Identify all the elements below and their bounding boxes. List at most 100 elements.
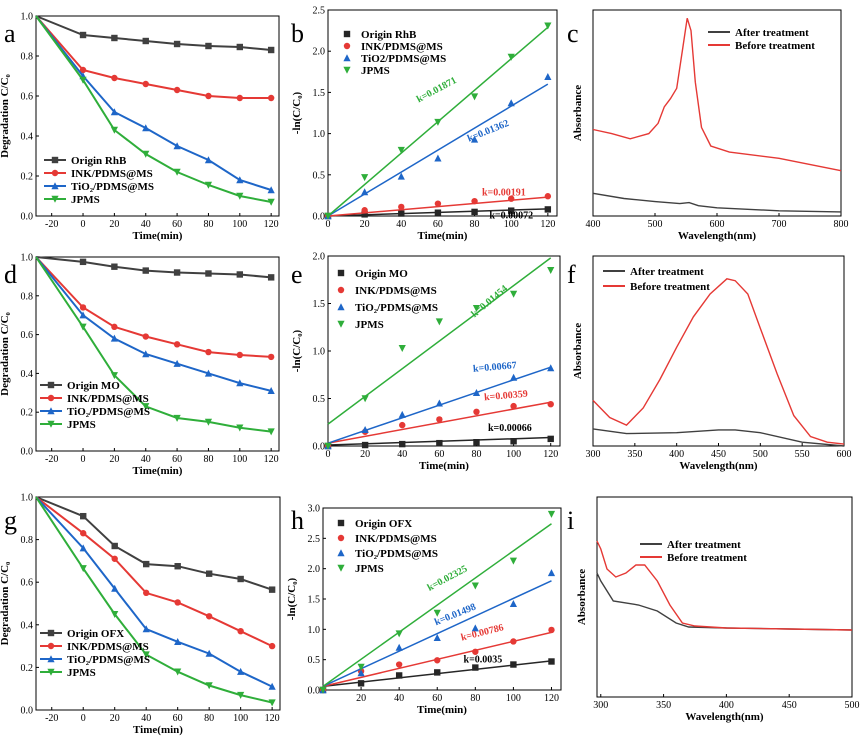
panel-f-xtick-label: 500 bbox=[753, 449, 768, 460]
panel-a-series-ink-pdms-ms-line bbox=[35, 15, 272, 99]
panel-h-legend-origin-ofx-marker bbox=[337, 519, 345, 527]
panel-e-letter: e bbox=[291, 260, 303, 289]
panel-e-legend-origin-mo-label: Origin MO bbox=[355, 268, 408, 280]
panel-g-legend-tio-pdms-ms-marker bbox=[47, 655, 55, 663]
panel-d-series-ink-pdms-ms-point bbox=[79, 304, 87, 311]
panel-f: 300 350 400 450 500 550 600 Wavelength(nm) Absor… bbox=[567, 255, 852, 472]
panel-b-series-jpms-point bbox=[324, 212, 332, 220]
panel-g-legend-origin-ofx-marker bbox=[47, 629, 55, 637]
panel-g-xtick-label: -20 bbox=[45, 713, 58, 724]
panel-d-legend-tio-pdms-ms-label: TiO₂/PDMS@MS bbox=[67, 406, 150, 418]
panel-a-legend-tio-pdms-ms-label: TiO₂/PDMS@MS bbox=[71, 181, 154, 193]
panel-a-series-jpms-point bbox=[267, 198, 275, 206]
panel-b-series-origin-rhb-point bbox=[398, 210, 405, 217]
panel-h-series-tio-pdms-ms-point bbox=[395, 643, 403, 651]
panel-g-series-tio-pdms-ms-point bbox=[268, 682, 276, 690]
panel-e-xlabel: Time(min) bbox=[419, 460, 469, 472]
panel-a-legend-origin-rhb-label: Origin RhB bbox=[71, 155, 127, 167]
panel-b-series-tio2-pdms-ms-point bbox=[397, 172, 405, 180]
panel-i-legend-after-treatment-label: After treatment bbox=[667, 539, 741, 551]
panel-i: 300 350 400 450 500 Wavelength(nm) Absorbance i… bbox=[567, 496, 860, 723]
panel-a-series-ink-pdms-ms-point bbox=[236, 94, 244, 102]
panel-e-k-label: k=0.00359 bbox=[484, 389, 529, 404]
panel-b-legend-tio2-pdms-ms-marker bbox=[343, 54, 351, 62]
panel-i-frame bbox=[596, 496, 853, 698]
panel-d-xtick-label: -20 bbox=[45, 454, 58, 465]
panel-a-series-origin-rhb-point bbox=[79, 31, 87, 39]
panel-e-legend-jpms-label: JPMS bbox=[355, 319, 384, 331]
panel-h-xtick-label: 20 bbox=[356, 693, 366, 704]
panel-h-xtick-label: 80 bbox=[470, 693, 480, 704]
panel-c-legend-after-treatment-label: After treatment bbox=[735, 27, 809, 39]
panel-d-ytick-label: 0.6 bbox=[21, 330, 34, 341]
panel-b-xtick-label: 80 bbox=[470, 219, 480, 230]
panel-e-legend-origin-mo-marker bbox=[337, 269, 345, 277]
panel-h-ytick-label: 2.5 bbox=[308, 534, 321, 545]
panel-a-series-tio-pdms-ms-point bbox=[267, 186, 275, 194]
panel-d-series-ink-pdms-ms-line bbox=[35, 256, 272, 358]
panel-f-ylabel: Absorbance bbox=[572, 323, 584, 379]
panel-f-legend-after-treatment-label: After treatment bbox=[630, 266, 704, 278]
panel-e-xtick-label: 100 bbox=[506, 449, 521, 460]
panel-d-series-origin-mo-point bbox=[142, 267, 149, 274]
panel-b-series-ink-pdms-ms-point bbox=[544, 193, 552, 200]
panel-b-series-jpms-point bbox=[434, 118, 442, 126]
panel-b-legend-jpms-marker bbox=[343, 66, 351, 74]
panel-d-series-origin-mo-point bbox=[205, 270, 212, 277]
panel-a-legend-ink-pdms-ms-marker bbox=[51, 169, 59, 177]
panel-a-legend-origin-rhb-marker bbox=[51, 156, 59, 164]
panel-e-xtick-label: 40 bbox=[397, 449, 407, 460]
panel-g-series-ink-pdms-ms-point bbox=[268, 642, 276, 650]
panel-h-legend-ink-pdms-ms-marker bbox=[337, 534, 345, 542]
panel-g-legend-ink-pdms-ms-marker bbox=[47, 642, 55, 650]
panel-a-series-origin-rhb-point bbox=[205, 42, 212, 50]
panel-a-xlabel: Time(min) bbox=[133, 230, 183, 242]
panel-g-series-tio-pdms-ms-point bbox=[174, 638, 182, 646]
panel-a-xtick-label: 80 bbox=[203, 219, 213, 230]
panel-b-series-jpms-point bbox=[361, 174, 369, 182]
panel-d-ylabel: Degradation C/C₀ bbox=[0, 311, 11, 395]
panel-d-frame bbox=[35, 256, 280, 452]
panel-h-series-ink-pdms-ms-point bbox=[434, 657, 441, 664]
panel-g-legend-jpms-marker bbox=[47, 668, 55, 676]
panel-b-letter: b bbox=[291, 19, 304, 48]
panel-b-series-origin-rhb-point bbox=[471, 208, 478, 216]
panel-e-series-tio-pdms-ms-point bbox=[435, 399, 443, 407]
panel-b-series-jpms-point bbox=[507, 53, 515, 61]
panel-b-series-ink-pdms-ms-point bbox=[398, 203, 405, 211]
panel-b-xtick-label: 40 bbox=[396, 219, 406, 230]
panel-g-ylabel: Degradation C/C₀ bbox=[0, 561, 11, 645]
panel-b-series-jpms-point bbox=[544, 22, 552, 30]
panel-e-ylabel: -ln(C/C₀) bbox=[291, 329, 303, 372]
panel-d: -20 0 20 40 60 80 100 120 0.0 0.2 0.4 0.6 0.8 1.0 Time… bbox=[0, 253, 280, 477]
panel-f-xlabel: Wavelength(nm) bbox=[679, 460, 758, 472]
panel-b-series-ink-pdms-ms-point bbox=[508, 195, 515, 202]
panel-b-k-label: k=0.01362 bbox=[466, 118, 511, 145]
panel-h-series-origin-ofx-point bbox=[434, 669, 441, 676]
panel-a-ytick-label: 0.4 bbox=[21, 132, 34, 143]
panel-f-xtick-label: 350 bbox=[627, 449, 642, 460]
panel-b-ytick-label: 0.0 bbox=[313, 212, 326, 223]
panel-d-series-tio-pdms-ms-point bbox=[173, 359, 181, 367]
panel-d-series-jpms-point bbox=[110, 372, 118, 380]
panel-e-legend-jpms-marker bbox=[337, 320, 345, 328]
panel-a-series-jpms-line bbox=[35, 15, 272, 203]
panel-d-legend-jpms-label: JPMS bbox=[67, 419, 96, 431]
panel-a-ytick-label: 1.0 bbox=[21, 12, 34, 23]
panel-e-k-label: k=0.00667 bbox=[473, 360, 518, 375]
panel-d-series-tio-pdms-ms-point bbox=[204, 369, 213, 377]
panel-g-legend-origin-ofx-label: Origin OFX bbox=[67, 628, 124, 640]
panel-a-ytick-label: 0.0 bbox=[21, 212, 34, 223]
panel-a-series-tio-pdms-ms-point bbox=[236, 176, 244, 184]
panel-a-series-jpms-point bbox=[142, 150, 150, 158]
panel-e-series-ink-pdms-ms-point bbox=[547, 401, 554, 408]
panel-d-series-origin-mo-point bbox=[79, 258, 87, 266]
panel-a-ytick-label: 0.6 bbox=[21, 92, 34, 103]
panel-h-k-label: k=0.01498 bbox=[433, 602, 478, 629]
panel-d-series-ink-pdms-ms-point bbox=[173, 341, 181, 348]
panel-h-xtick-label: 40 bbox=[394, 693, 404, 704]
panel-h-legend-jpms-label: JPMS bbox=[355, 563, 384, 575]
panel-h-legend-origin-ofx-label: Origin OFX bbox=[355, 518, 412, 530]
panel-b-series-ink-pdms-ms-point bbox=[434, 200, 442, 207]
panel-b-series-jpms-point bbox=[397, 146, 405, 154]
